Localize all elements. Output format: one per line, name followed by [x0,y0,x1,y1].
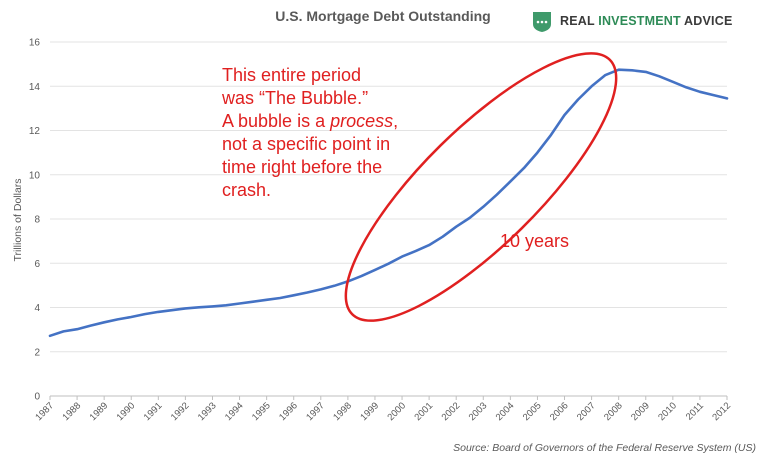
x-tick-label: 1996 [277,400,300,423]
x-tick-label: 2003 [467,400,490,423]
x-tick-label: 1987 [33,400,56,423]
brand-name-part3: ADVICE [680,14,733,28]
gridlines [49,41,728,400]
x-tick-label: 2011 [684,400,706,422]
x-tick-label: 2008 [602,400,625,423]
annotation-line-4: not a specific point in [222,134,391,154]
x-tick-label: 1994 [223,400,246,423]
y-tick-label: 14 [29,82,41,93]
x-tick-label: 1999 [358,400,381,423]
x-axis: 1987 1988 1989 1990 1991 1992 1993 1994 1995 1996… [33,400,733,423]
y-axis-label: Trillions of Dollars [12,178,24,261]
x-tick-label: 1993 [196,400,219,423]
annotation-line-2: was “The Bubble.” [222,88,369,108]
x-tick-label: 2010 [656,400,679,423]
mortgage-debt-series-line [48,68,729,338]
y-tick-label: 0 [34,392,40,403]
x-tick-label: 1990 [115,400,138,423]
x-tick-label: 2001 [413,400,436,423]
annotation-line-1: This entire period [222,65,362,85]
brand-logo: REAL INVESTMENT ADVICE [531,9,732,33]
bubble-annotation: This entire period was “The Bubble.” A b… [222,64,398,202]
x-tick-label: 2002 [440,400,463,423]
brand-name-part2: INVESTMENT [598,14,681,28]
x-tick-label: 2004 [494,400,517,423]
x-tick-label: 2000 [385,400,408,423]
x-tick-label: 1997 [304,400,327,423]
x-tick-label: 2006 [548,400,571,423]
annotation-line-3-end: , [393,111,399,131]
y-tick-label: 16 [29,38,41,49]
annotation-line-3: A bubble is a process, [222,110,398,133]
source-note: Source: Board of Governors of the Federa… [453,442,756,454]
y-tick-label: 4 [34,303,40,314]
x-tick-label: 1995 [250,400,273,423]
y-tick-label: 12 [29,126,41,137]
x-tick-label: 2007 [575,400,598,423]
x-tick-label: 1989 [88,400,111,423]
x-tick-label: 1998 [331,400,354,423]
bubble-highlight-ellipse [344,52,618,322]
annotation-line-6: crash. [222,180,272,200]
y-tick-label: 2 [34,347,40,358]
annotation-line-5: time right before the [222,157,383,177]
brand-name: REAL INVESTMENT ADVICE [560,14,732,28]
annotation-emphasis: process [330,111,394,131]
annotation-line-3-start: A bubble is a [222,111,331,131]
x-tick-label: 2005 [521,400,544,423]
x-tick-label: 1991 [142,400,165,423]
chart-title: U.S. Mortgage Debt Outstanding [275,8,491,24]
brand-name-part1: REAL [560,14,599,28]
chart-badge-icon [533,12,551,32]
x-tick-label: 2009 [629,400,652,423]
y-tick-label: 8 [34,215,40,226]
ten-years-annotation: 10 years [500,231,570,251]
x-tick-label: 1988 [60,400,83,423]
y-tick-label: 6 [34,259,40,270]
y-axis: 0 2 4 6 8 10 12 14 16 [29,38,41,403]
x-tick-label: 2012 [710,400,733,423]
x-tick-label: 1992 [169,400,192,423]
y-tick-label: 10 [29,170,41,181]
